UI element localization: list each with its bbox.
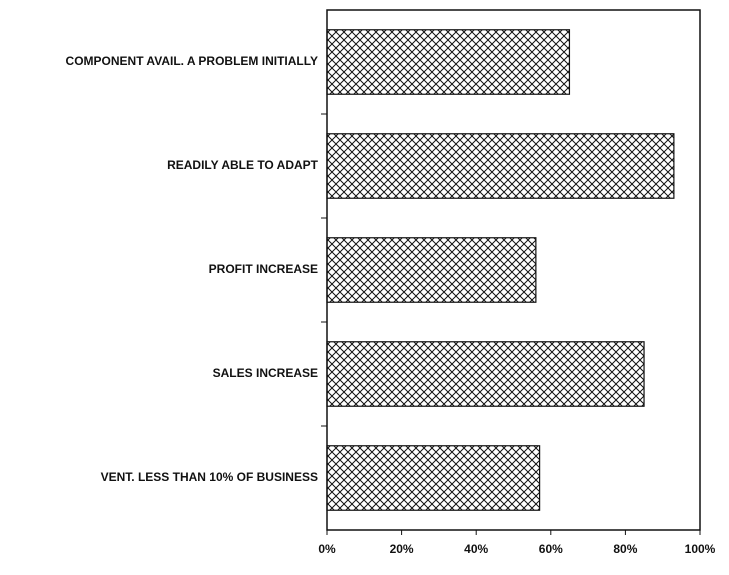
x-tick-label: 80% [613, 542, 637, 556]
x-tick-label: 100% [685, 542, 716, 556]
y-tick-label: COMPONENT AVAIL. A PROBLEM INITIALLY [66, 54, 318, 68]
x-tick-label: 20% [390, 542, 414, 556]
bar [326, 29, 571, 95]
y-tick-label: SALES INCREASE [213, 366, 318, 380]
bar [326, 341, 645, 407]
x-tick-label: 0% [318, 542, 336, 556]
x-tick-label: 60% [539, 542, 563, 556]
bar [326, 445, 541, 511]
x-tick-label: 40% [464, 542, 488, 556]
bar [326, 133, 675, 199]
bar [326, 237, 537, 303]
y-tick-label: PROFIT INCREASE [209, 262, 318, 276]
y-tick-label: VENT. LESS THAN 10% OF BUSINESS [101, 470, 318, 484]
y-tick-label: READILY ABLE TO ADAPT [167, 158, 319, 172]
